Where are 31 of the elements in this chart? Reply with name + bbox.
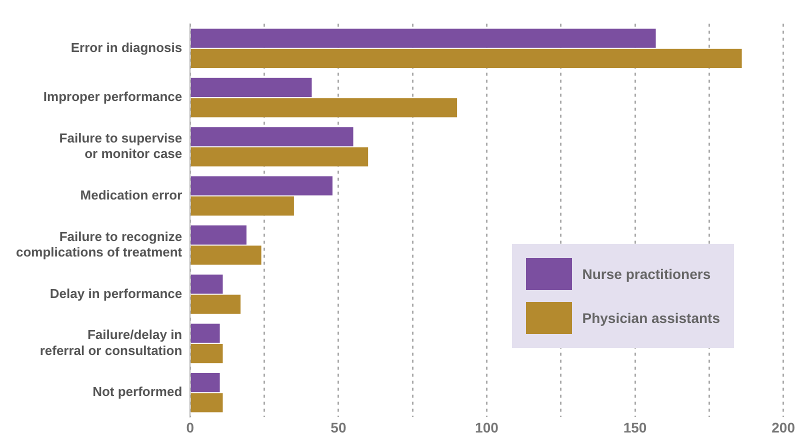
bar xyxy=(190,176,332,196)
bar xyxy=(190,274,223,294)
bar xyxy=(190,225,246,245)
bar xyxy=(190,196,294,216)
y-tick-label: Failure/delay in referral or consultation xyxy=(40,327,182,358)
x-tick-label: 150 xyxy=(623,419,647,436)
bar xyxy=(190,344,223,364)
bar xyxy=(190,372,220,392)
bar xyxy=(190,78,312,98)
bar xyxy=(190,127,354,146)
legend-label: Nurse practitioners xyxy=(582,266,711,282)
bar xyxy=(190,28,656,48)
bar xyxy=(190,246,262,265)
legend-label: Physician assistants xyxy=(582,310,720,326)
bar xyxy=(190,48,742,68)
bar xyxy=(190,147,368,166)
y-tick-label: Medication error xyxy=(80,187,182,202)
y-tick-label: Failure to recognize complications of treatment xyxy=(16,228,183,260)
x-tick-label: 0 xyxy=(186,419,194,436)
y-tick-label: Not performed xyxy=(92,384,182,400)
x-tick-label: 200 xyxy=(772,419,796,436)
y-tick-label: Failure to supervise or monitor case xyxy=(59,130,182,162)
x-tick-label: 100 xyxy=(475,419,499,436)
bar xyxy=(190,294,241,314)
y-tick-label: Error in diagnosis xyxy=(70,40,182,55)
y-tick-label: Delay in performance xyxy=(50,286,182,301)
bar xyxy=(190,393,223,412)
y-tick-label: Improper performance xyxy=(43,89,182,104)
bar xyxy=(190,324,220,343)
x-tick-label: 50 xyxy=(330,419,346,436)
bar xyxy=(190,98,458,118)
